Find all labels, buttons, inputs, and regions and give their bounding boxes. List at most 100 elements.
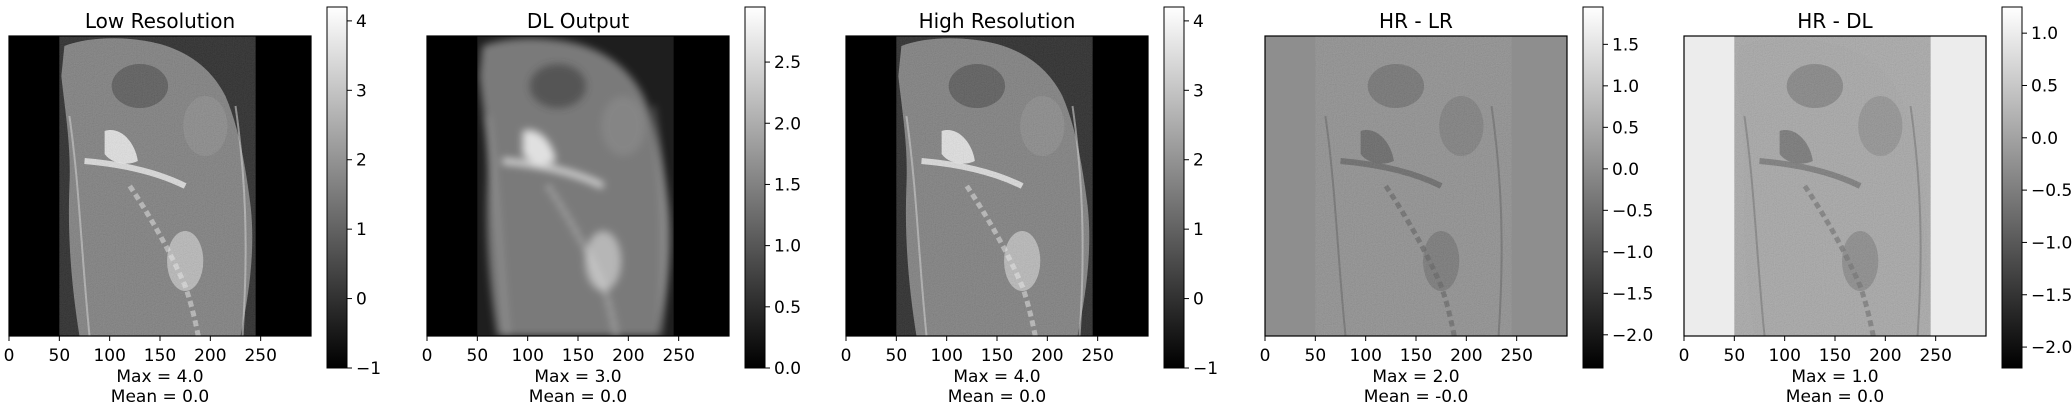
mean-stat: Mean = 0.0 [111, 387, 209, 407]
max-stat: Max = 4.0 [953, 367, 1040, 387]
colorbar-tick-label: 2.5 [774, 53, 801, 73]
subplot-title: HR - LR [1379, 9, 1453, 33]
colorbar-tick-label: −1 [356, 359, 381, 379]
x-axis: 0 50 100 150 200 250 [422, 336, 695, 366]
colorbar: 2.5 2.0 1.5 1.0 0.5 0.0 [744, 6, 801, 379]
colorbar-tick-label: 3 [1193, 81, 1204, 101]
x-tick-label: 100 [511, 346, 543, 366]
colorbar-tick-label: 0.0 [2031, 129, 2058, 149]
x-tick-label: 0 [422, 346, 433, 366]
colorbar-tick-label: −1.0 [1612, 243, 1653, 263]
x-tick-label: 150 [144, 346, 176, 366]
colorbar-tick-label: −1.5 [2031, 286, 2072, 306]
x-axis: 0 50 100 150 200 250 [841, 336, 1114, 366]
colorbar: 1.5 1.0 0.5 0.0 −0.5 −1.0 −1.5 −2.0 [1582, 6, 1653, 369]
x-tick-label: 0 [1260, 346, 1271, 366]
image-noise [896, 36, 1093, 336]
x-tick-label: 200 [1031, 346, 1063, 366]
x-tick-label: 250 [1500, 346, 1532, 366]
image-heatmap [1684, 36, 1986, 336]
colorbar-tick-label: 1.5 [1612, 35, 1639, 55]
x-tick-label: 250 [1081, 346, 1113, 366]
x-axis: 0 50 100 150 200 250 [1260, 336, 1533, 366]
x-tick-label: 50 [1305, 346, 1327, 366]
x-tick-label: 100 [93, 346, 125, 366]
image-heatmap [846, 36, 1148, 336]
subplot-1: Low Resolution 0 50 100 150 200 250 Max = 4.0Me… [4, 6, 381, 407]
colorbar-tick-label: 0.0 [774, 359, 801, 379]
x-tick-label: 250 [1919, 346, 1951, 366]
mean-stat: Mean = -0.0 [1364, 387, 1469, 407]
x-tick-label: 50 [467, 346, 489, 366]
colorbar-tick-label: 1.0 [2031, 24, 2058, 44]
x-axis: 0 50 100 150 200 250 [4, 336, 277, 366]
image-noise [1315, 36, 1512, 336]
colorbar: 4 3 2 1 0 −1 [326, 6, 381, 379]
mean-stat: Mean = 0.0 [1786, 387, 1884, 407]
colorbar-tick-label: 1.0 [774, 237, 801, 257]
colorbar-gradient [1582, 6, 1604, 369]
colorbar-tick-label: 0 [1193, 290, 1204, 310]
image-noise [59, 36, 256, 336]
x-tick-label: 0 [4, 346, 15, 366]
colorbar-tick-label: −2.0 [2031, 338, 2072, 358]
x-tick-label: 50 [886, 346, 908, 366]
colorbar: 1.0 0.5 0.0 −0.5 −1.0 −1.5 −2.0 [2001, 6, 2072, 369]
colorbar-tick-label: −2.0 [1612, 326, 1653, 346]
colorbar-tick-label: 4 [1193, 12, 1204, 32]
x-tick-label: 150 [981, 346, 1013, 366]
colorbar-tick-label: 2 [356, 151, 367, 171]
colorbar-tick-label: 1.0 [1612, 77, 1639, 97]
colorbar-tick-label: 1 [356, 220, 367, 240]
subplot-3: High Resolution 0 50 100 150 200 250 Max = 4.0M… [841, 6, 1218, 407]
colorbar-tick-label: −0.5 [2031, 181, 2072, 201]
mean-stat: Mean = 0.0 [948, 387, 1046, 407]
subplot-title: Low Resolution [85, 9, 235, 33]
colorbar-tick-label: 2 [1193, 151, 1204, 171]
subplot-title: HR - DL [1797, 9, 1873, 33]
colorbar-tick-label: −0.5 [1612, 201, 1653, 221]
x-tick-label: 50 [49, 346, 71, 366]
colorbar-tick-label: 1.5 [774, 175, 801, 195]
x-tick-label: 200 [612, 346, 644, 366]
max-stat: Max = 2.0 [1372, 367, 1459, 387]
x-tick-label: 0 [1679, 346, 1690, 366]
x-axis: 0 50 100 150 200 250 [1679, 336, 1952, 366]
x-tick-label: 200 [1869, 346, 1901, 366]
colorbar-gradient [326, 6, 348, 369]
anatomy-structures [486, 64, 665, 336]
max-stat: Max = 4.0 [116, 367, 203, 387]
max-stat: Max = 3.0 [534, 367, 621, 387]
x-tick-label: 150 [562, 346, 594, 366]
colorbar-tick-label: −1.5 [1612, 284, 1653, 304]
x-tick-label: 100 [1768, 346, 1800, 366]
x-tick-label: 100 [930, 346, 962, 366]
x-tick-label: 200 [1450, 346, 1482, 366]
colorbar-tick-label: 1 [1193, 220, 1204, 240]
image-noise [1734, 36, 1931, 336]
subplot-title: DL Output [527, 9, 630, 33]
colorbar-gradient [744, 6, 766, 369]
x-tick-label: 250 [662, 346, 694, 366]
colorbar-tick-label: 4 [356, 12, 367, 32]
x-tick-label: 100 [1349, 346, 1381, 366]
colorbar-tick-label: 0.5 [774, 298, 801, 318]
image-heatmap [427, 36, 729, 336]
max-stat: Max = 1.0 [1791, 367, 1878, 387]
colorbar-tick-label: −1.0 [2031, 233, 2072, 253]
x-tick-label: 150 [1819, 346, 1851, 366]
colorbar-tick-label: 0.0 [1612, 160, 1639, 180]
mean-stat: Mean = 0.0 [529, 387, 627, 407]
colorbar-gradient [1163, 6, 1185, 369]
colorbar: 4 3 2 1 0 −1 [1163, 6, 1218, 379]
subplot-title: High Resolution [919, 9, 1076, 33]
colorbar-tick-label: −1 [1193, 359, 1218, 379]
colorbar-tick-label: 0 [356, 290, 367, 310]
colorbar-tick-label: 0.5 [1612, 118, 1639, 138]
colorbar-tick-label: 3 [356, 81, 367, 101]
colorbar-tick-label: 2.0 [774, 114, 801, 134]
